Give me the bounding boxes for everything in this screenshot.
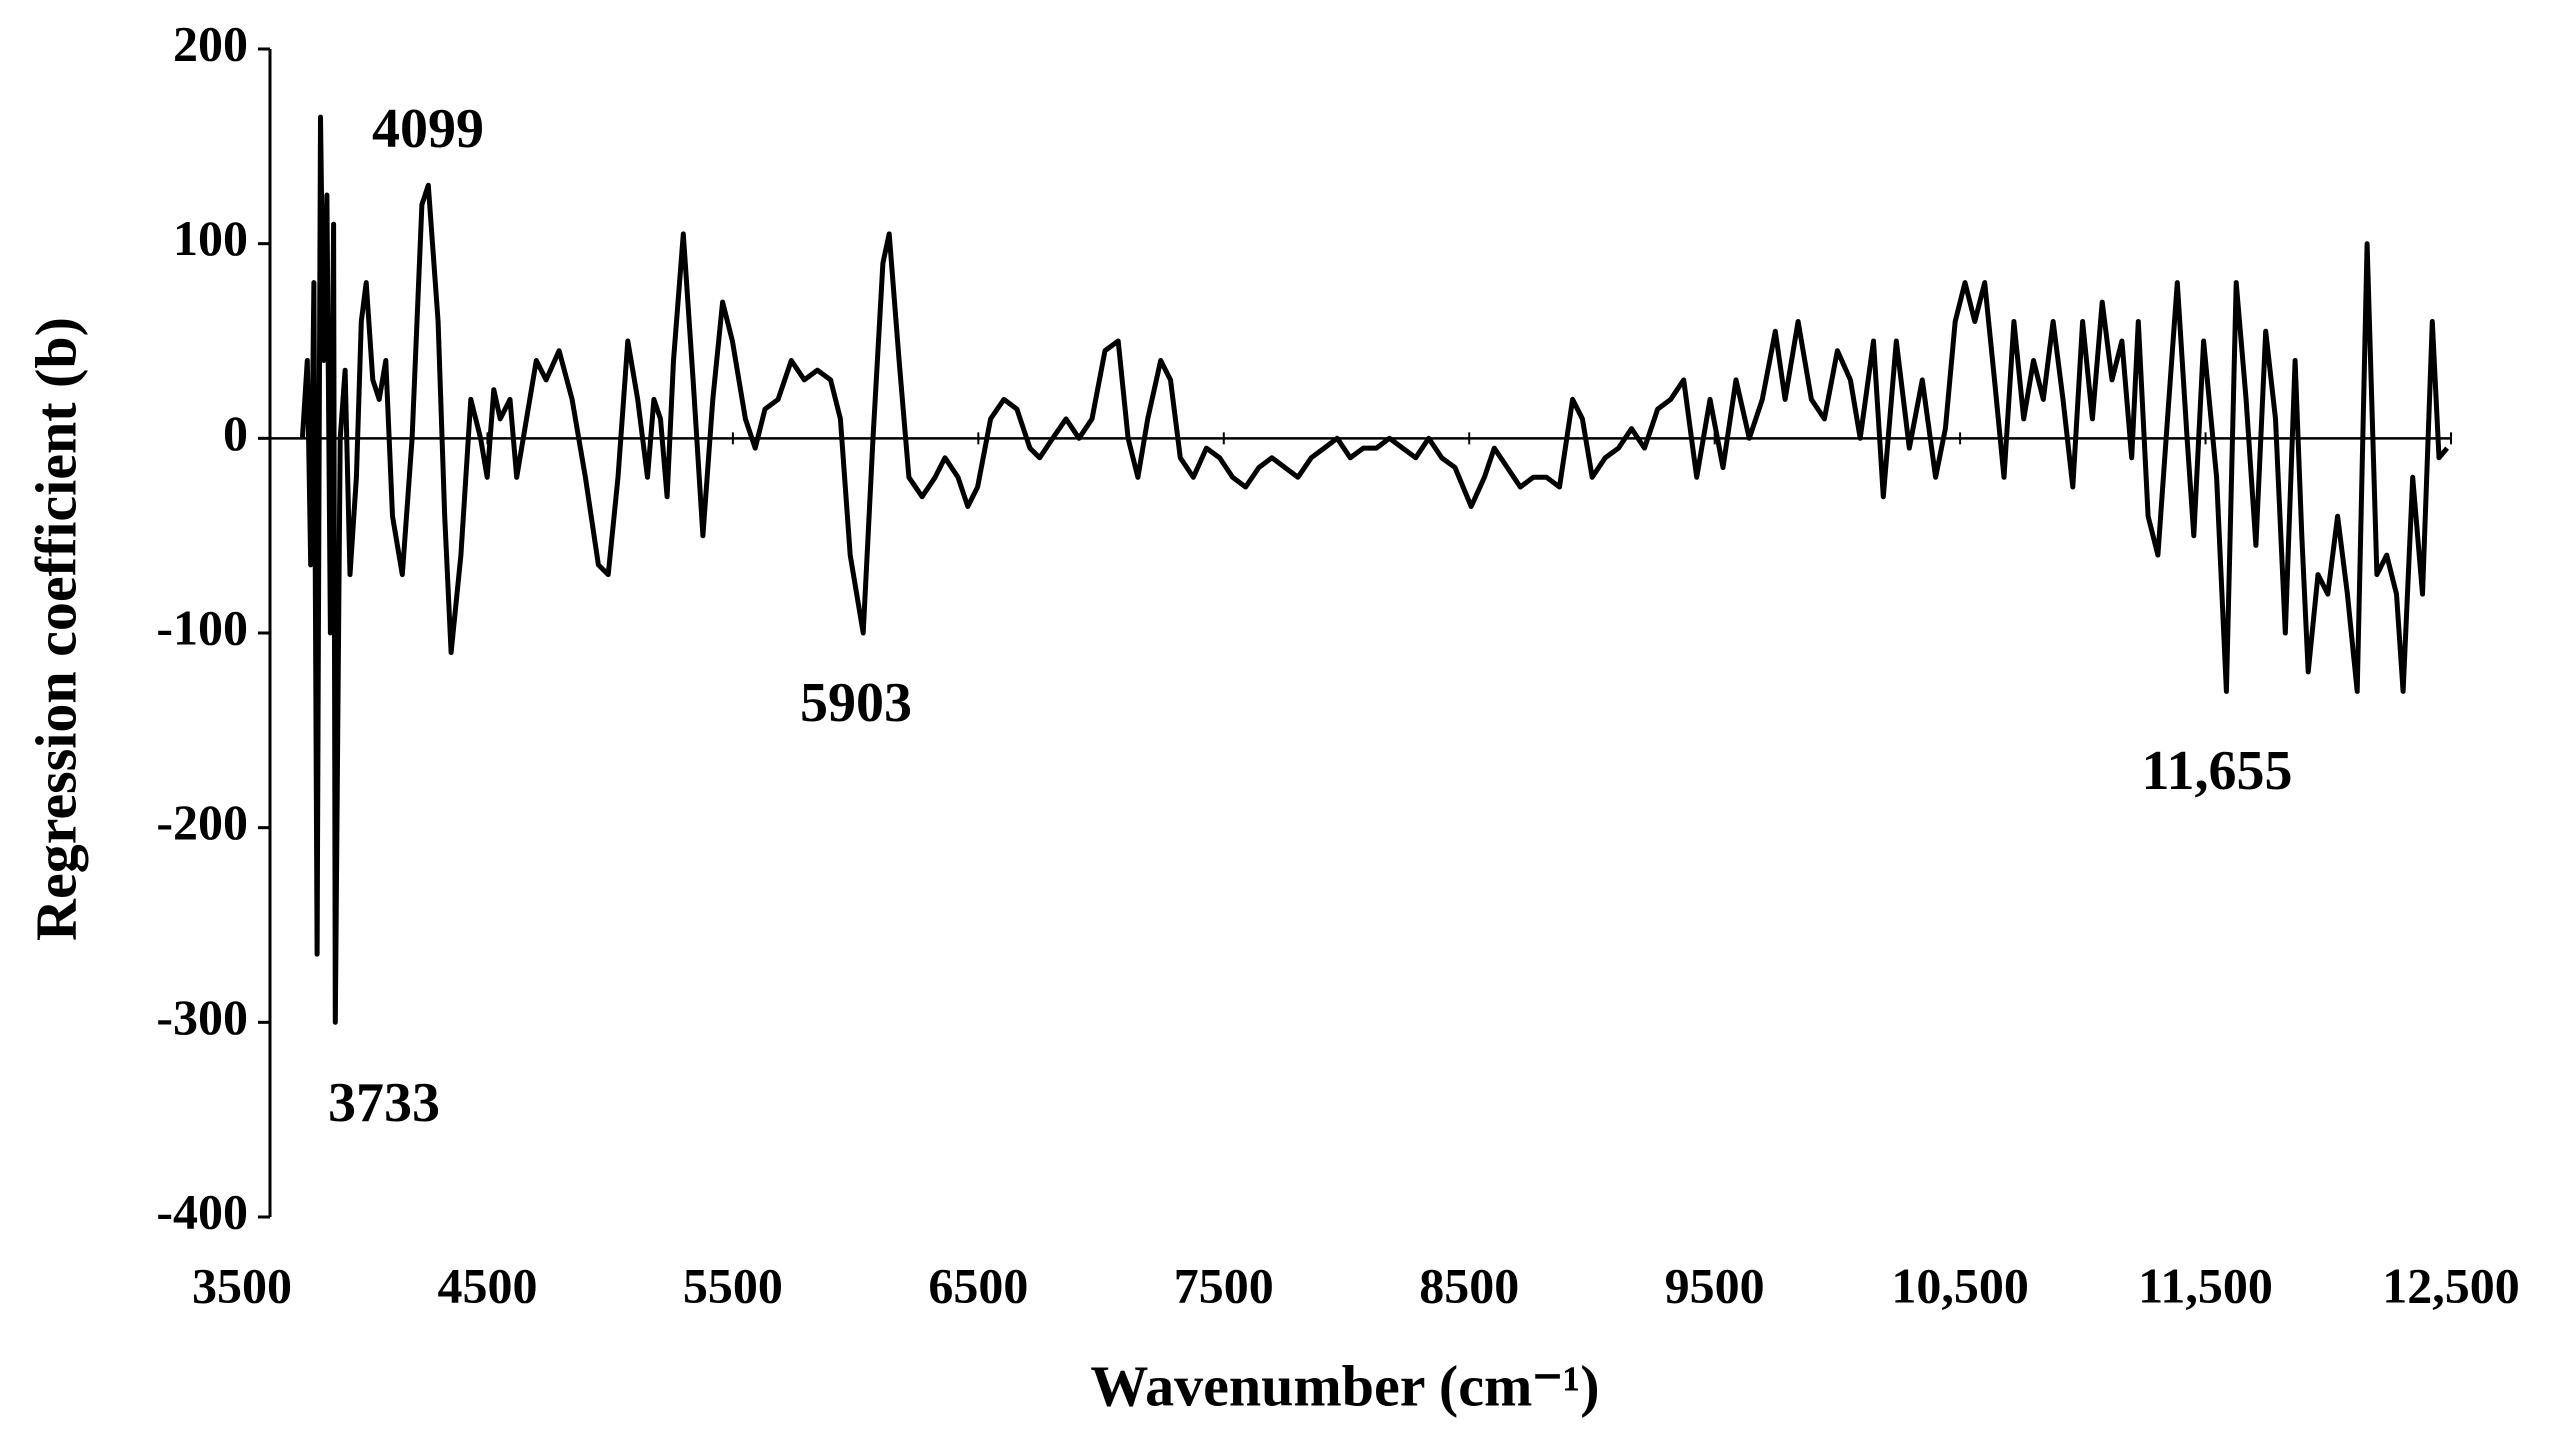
y-tick-label: -300 bbox=[156, 989, 248, 1045]
x-axis-title: Wavenumber (cm⁻¹) bbox=[1090, 1353, 1599, 1418]
x-tick-label: 7500 bbox=[1174, 1257, 1274, 1313]
y-tick-label: 200 bbox=[173, 15, 248, 71]
annotation: 4099 bbox=[372, 98, 484, 160]
data-line bbox=[299, 114, 2450, 1025]
x-tick-label: 12,500 bbox=[2382, 1257, 2520, 1313]
x-tick-label: 9500 bbox=[1665, 1257, 1765, 1313]
x-tick-label: 8500 bbox=[1419, 1257, 1519, 1313]
annotation: 5903 bbox=[800, 672, 912, 734]
x-tick-label: 3500 bbox=[192, 1257, 292, 1313]
x-tick-label: 10,500 bbox=[1891, 1257, 2029, 1313]
annotation: 11,655 bbox=[2142, 740, 2293, 802]
annotation: 3733 bbox=[328, 1072, 440, 1134]
y-tick-label: -200 bbox=[156, 794, 248, 850]
y-tick-label: -100 bbox=[156, 599, 248, 655]
x-tick-label: 6500 bbox=[928, 1257, 1028, 1313]
y-tick-label: 100 bbox=[173, 210, 248, 266]
y-tick-label: -400 bbox=[156, 1183, 248, 1239]
x-tick-label: 11,500 bbox=[2138, 1257, 2273, 1313]
x-tick-label: 4500 bbox=[437, 1257, 537, 1313]
y-axis-title: Regression coefficient (b) bbox=[23, 317, 88, 941]
x-tick-label: 5500 bbox=[683, 1257, 783, 1313]
y-tick-label: 0 bbox=[223, 405, 248, 461]
